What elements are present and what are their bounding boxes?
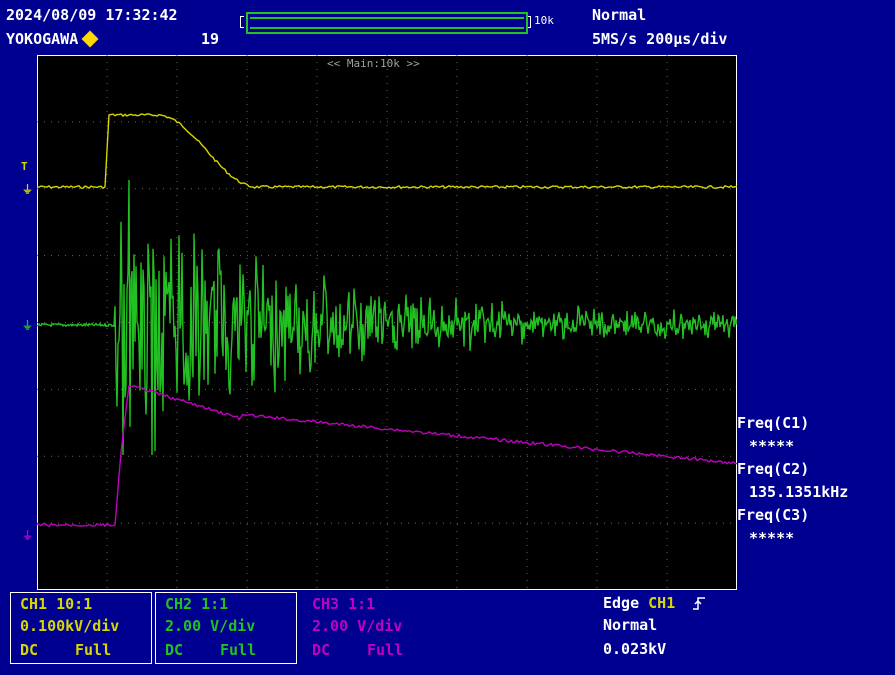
zoom-indicator: << Main:10k >> — [327, 57, 420, 70]
ch3-trace — [37, 384, 737, 528]
timestamp: 2024/08/09 17:32:42 — [6, 6, 178, 24]
ch3-name: CH3 1:1 — [312, 595, 376, 613]
measure-value-c1: ***** — [749, 437, 795, 455]
ch2-ground-marker: ⏚ — [22, 319, 33, 332]
ch1-name: CH1 10:1 — [20, 595, 93, 613]
ch1-coupling: DC — [20, 641, 39, 659]
ch1-trace — [37, 113, 737, 190]
ch1-bandwidth: Full — [75, 641, 112, 659]
trigger-source: CH1 — [648, 594, 676, 612]
ch2-scale: 2.00 V/div — [165, 617, 256, 635]
brand-diamond-icon — [81, 30, 99, 48]
brand-label: YOKOGAWA — [6, 30, 99, 48]
record-bar-left-bracket — [240, 16, 244, 28]
trigger-mode: Normal — [603, 616, 658, 634]
ch2-name: CH2 1:1 — [165, 595, 229, 613]
measure-label-c2: Freq(C2) — [737, 460, 810, 478]
ch3-ground-marker: ⏚ — [22, 529, 33, 542]
ch3-bandwidth: Full — [367, 641, 404, 659]
record-position-bar[interactable] — [240, 12, 531, 34]
trigger-mode-header: Normal — [592, 6, 647, 24]
record-length: 10k — [534, 14, 554, 27]
measure-value-c3: ***** — [749, 529, 795, 547]
acquisition-count: 19 — [201, 30, 220, 48]
ch2-bandwidth: Full — [220, 641, 257, 659]
measure-label-c1: Freq(C1) — [737, 414, 810, 432]
ch3-info-box[interactable]: CH3 1:1 2.00 V/div DC Full — [300, 592, 442, 664]
record-bar-right-bracket — [528, 16, 531, 28]
ch3-coupling: DC — [312, 641, 331, 659]
rising-edge-icon — [692, 596, 706, 610]
trigger-level: 0.023kV — [603, 640, 667, 658]
ch1-info-box[interactable]: CH1 10:1 0.100kV/div DC Full — [10, 592, 152, 664]
measure-value-c2: 135.1351kHz — [749, 483, 849, 501]
brand-text: YOKOGAWA — [6, 30, 79, 48]
ch3-scale: 2.00 V/div — [312, 617, 403, 635]
ch1-ground-marker: ⏚ — [22, 183, 33, 196]
trigger-level-marker: T — [21, 160, 28, 173]
trigger-type[interactable]: Edge CH1 — [603, 594, 706, 612]
waveform-canvas — [37, 55, 737, 590]
ch2-info-box[interactable]: CH2 1:1 2.00 V/div DC Full — [155, 592, 297, 664]
channel-info-bar: CH1 10:1 0.100kV/div DC Full CH2 1:1 2.0… — [0, 590, 895, 675]
trigger-type-label: Edge — [603, 594, 640, 612]
waveform-display[interactable]: << Main:10k >> — [37, 55, 737, 590]
timebase-readout: 5MS/s 200μs/div — [592, 30, 728, 48]
ch2-coupling: DC — [165, 641, 184, 659]
measure-label-c3: Freq(C3) — [737, 506, 810, 524]
ch1-scale: 0.100kV/div — [20, 617, 120, 635]
record-bar-frame — [246, 12, 528, 34]
ch2-trace — [37, 179, 737, 456]
